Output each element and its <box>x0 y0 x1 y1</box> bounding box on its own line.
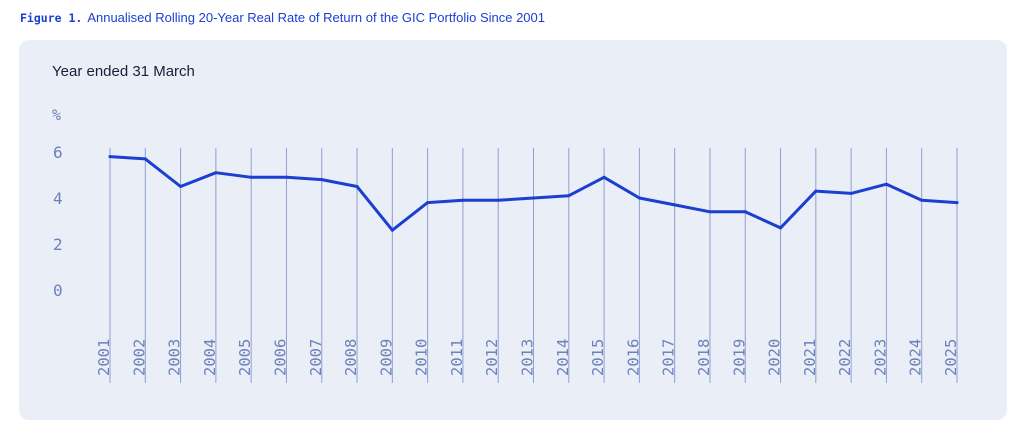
data-point-2016 <box>637 196 641 200</box>
x-tick-label-2012: 2012 <box>483 339 501 376</box>
data-point-2013 <box>532 196 535 200</box>
data-point-2003 <box>179 185 183 188</box>
data-point-2014 <box>567 194 571 198</box>
x-tick-label-2025: 2025 <box>942 339 960 376</box>
data-point-2020 <box>779 226 783 230</box>
x-tick-label-2008: 2008 <box>342 339 360 376</box>
x-tick-label-2015: 2015 <box>589 339 607 376</box>
x-tick-label-2005: 2005 <box>236 339 254 376</box>
data-point-2006 <box>284 175 288 179</box>
x-tick-label-2004: 2004 <box>201 339 219 376</box>
x-tick-label-2019: 2019 <box>730 339 748 376</box>
x-tick-label-2018: 2018 <box>695 339 713 376</box>
x-tick-label-2009: 2009 <box>377 339 395 376</box>
figure-label: Figure 1. <box>20 11 83 25</box>
x-tick-label-2017: 2017 <box>660 339 678 376</box>
x-tick-label-2001: 2001 <box>95 339 113 376</box>
data-point-2018 <box>708 210 712 214</box>
x-tick-label-2024: 2024 <box>907 339 925 376</box>
data-point-2019 <box>743 210 747 214</box>
data-point-2024 <box>920 198 924 202</box>
data-point-2022 <box>849 191 853 195</box>
x-tick-label-2023: 2023 <box>871 339 889 376</box>
chart-panel: Year ended 31 March % 0 2 4 6 2001 2002 2003 20… <box>19 40 1007 420</box>
x-tick-label-2016: 2016 <box>624 339 642 376</box>
data-point-2008 <box>355 185 359 188</box>
data-point-2004 <box>214 171 218 175</box>
data-point-2025 <box>955 201 959 205</box>
chart-subtitle: Year ended 31 March <box>52 63 195 80</box>
x-tick-label-2021: 2021 <box>801 339 819 376</box>
x-tick-label-2011: 2011 <box>448 339 466 376</box>
data-point-2002 <box>143 157 147 161</box>
y-tick-label: 0 <box>53 281 63 300</box>
x-tick-label-2006: 2006 <box>271 339 289 376</box>
data-point-2010 <box>426 201 430 205</box>
data-point-2009 <box>390 228 394 232</box>
data-point-2021 <box>814 189 818 193</box>
line-chart: 0 2 4 6 2001 2002 2003 2004 2005 2006 2007 2008 2009… <box>53 143 960 383</box>
data-point-2015 <box>602 175 606 179</box>
data-point-2001 <box>108 155 112 159</box>
data-point-2017 <box>673 203 677 207</box>
x-tick-label-2010: 2010 <box>413 339 431 376</box>
data-point-2005 <box>249 175 253 179</box>
data-point-2011 <box>461 198 465 202</box>
x-tick-label-2014: 2014 <box>554 339 572 376</box>
figure-title: Annualised Rolling 20-Year Real Rate of … <box>87 10 545 25</box>
data-point-2023 <box>884 182 888 186</box>
y-tick-label: 2 <box>53 235 63 254</box>
x-tick-label-2013: 2013 <box>519 339 537 376</box>
data-point-2007 <box>320 178 324 182</box>
x-tick-label-2003: 2003 <box>166 339 184 376</box>
y-tick-label: 6 <box>53 143 63 162</box>
x-tick-label-2022: 2022 <box>836 339 854 376</box>
y-axis-unit-label: % <box>52 106 62 124</box>
x-tick-label-2020: 2020 <box>766 339 784 376</box>
x-tick-label-2007: 2007 <box>307 339 325 376</box>
figure-caption: Figure 1. Annualised Rolling 20-Year Real… <box>20 10 545 25</box>
x-tick-label-2002: 2002 <box>130 339 148 376</box>
y-tick-label: 4 <box>53 189 63 208</box>
data-point-2012 <box>496 198 500 202</box>
